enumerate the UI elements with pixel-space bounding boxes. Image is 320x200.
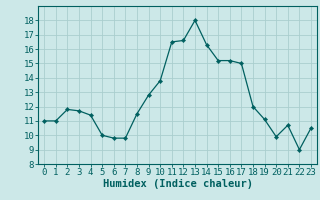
X-axis label: Humidex (Indice chaleur): Humidex (Indice chaleur)	[103, 179, 252, 189]
